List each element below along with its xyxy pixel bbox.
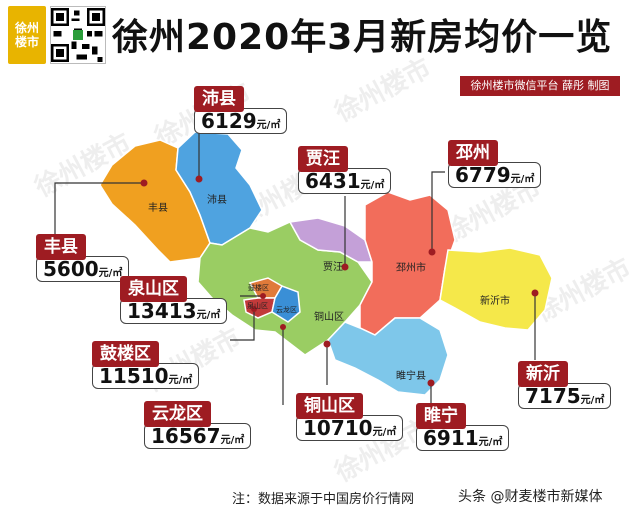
region-suining xyxy=(327,317,449,396)
callout-suining: 睢宁 6911元/㎡ xyxy=(416,403,510,451)
price-value: 6129 xyxy=(201,109,257,133)
map-label-gulou: 鼓楼区 xyxy=(248,284,269,292)
map-label-quanshan: 泉山区 xyxy=(247,302,268,310)
region-xinyi xyxy=(439,247,553,331)
price-value: 5600 xyxy=(43,257,99,281)
price-value: 13413 xyxy=(127,299,197,323)
map-label-yunlong: 云龙区 xyxy=(276,306,297,314)
region-name-tag: 邳州 xyxy=(448,140,498,166)
price-unit: 元/㎡ xyxy=(168,375,193,386)
price-box: 11510元/㎡ xyxy=(92,363,200,389)
map-label-peixian: 沛县 xyxy=(207,195,227,206)
map-label-pizhou: 邳州市 xyxy=(396,263,426,274)
brand-logo: 徐州 楼市 xyxy=(8,6,46,64)
region-name-tag: 沛县 xyxy=(194,86,244,112)
location-marker xyxy=(251,306,257,312)
region-name-tag: 丰县 xyxy=(36,234,86,260)
price-value: 6911 xyxy=(423,426,479,450)
callout-quanshan: 泉山区 13413元/㎡ xyxy=(120,276,228,324)
location-marker xyxy=(341,263,349,271)
price-value: 11510 xyxy=(99,364,169,388)
region-name-tag: 泉山区 xyxy=(120,276,187,302)
price-unit: 元/㎡ xyxy=(256,120,281,131)
callout-pizhou: 邳州 6779元/㎡ xyxy=(448,140,542,188)
leader-line xyxy=(431,171,445,252)
region-peixian xyxy=(175,131,263,246)
map-label-jiawang: 贾汪 xyxy=(323,262,343,273)
location-marker xyxy=(280,324,286,330)
price-unit: 元/㎡ xyxy=(478,437,503,448)
price-value: 6431 xyxy=(305,169,361,193)
logo-line-2: 楼市 xyxy=(14,35,39,49)
price-unit: 元/㎡ xyxy=(510,174,535,185)
price-box: 6911元/㎡ xyxy=(416,425,510,451)
price-value: 16567 xyxy=(151,424,221,448)
region-name-tag: 云龙区 xyxy=(144,401,211,427)
data-source-note: 注：数据来源于中国房价行情网 xyxy=(232,492,415,507)
location-marker xyxy=(140,179,148,187)
price-unit: 元/㎡ xyxy=(220,435,245,446)
region-name-tag: 新沂 xyxy=(518,361,568,387)
map-label-tongshan: 铜山区 xyxy=(314,312,344,323)
map-label-suining: 睢宁县 xyxy=(396,371,426,382)
location-marker xyxy=(323,340,331,348)
callout-gulou: 鼓楼区 11510元/㎡ xyxy=(92,341,200,389)
price-unit: 元/㎡ xyxy=(360,180,385,191)
price-value: 6779 xyxy=(455,163,511,187)
price-unit: 元/㎡ xyxy=(196,310,221,321)
location-marker xyxy=(428,248,436,256)
callout-yunlong: 云龙区 16567元/㎡ xyxy=(144,401,252,449)
callout-peixian: 沛县 6129元/㎡ xyxy=(194,86,288,134)
qr-code-icon xyxy=(50,6,106,64)
page-title: 徐州2020年3月新房均价一览 xyxy=(112,17,613,58)
callout-fengxian: 丰县 5600元/㎡ xyxy=(36,234,130,282)
price-box: 13413元/㎡ xyxy=(120,298,228,324)
location-marker xyxy=(531,289,539,297)
leader-line xyxy=(54,182,144,236)
region-yunlong xyxy=(271,285,301,323)
price-value: 10710 xyxy=(303,416,373,440)
price-box: 7175元/㎡ xyxy=(518,383,612,409)
price-box: 5600元/㎡ xyxy=(36,256,130,282)
media-source: 头条 @财麦楼市新媒体 xyxy=(458,489,603,505)
location-marker xyxy=(427,379,435,387)
location-marker xyxy=(195,175,203,183)
price-box: 6431元/㎡ xyxy=(298,168,392,194)
map-label-fengxian: 丰县 xyxy=(148,203,168,214)
price-unit: 元/㎡ xyxy=(98,268,123,279)
credit-banner: 徐州楼市微信平台 薛彤 制图 xyxy=(460,76,620,96)
logo-line-1: 徐州 xyxy=(14,21,39,35)
price-unit: 元/㎡ xyxy=(580,395,605,406)
map-label-xinyi: 新沂市 xyxy=(480,296,510,307)
price-value: 7175 xyxy=(525,384,581,408)
region-name-tag: 鼓楼区 xyxy=(92,341,159,367)
price-box: 16567元/㎡ xyxy=(144,423,252,449)
callout-xinyi: 新沂 7175元/㎡ xyxy=(518,361,612,409)
region-name-tag: 睢宁 xyxy=(416,403,466,429)
price-box: 6779元/㎡ xyxy=(448,162,542,188)
price-box: 6129元/㎡ xyxy=(194,108,288,134)
location-marker xyxy=(260,293,266,299)
region-name-tag: 铜山区 xyxy=(296,393,363,419)
region-jiawang xyxy=(288,217,374,263)
callout-tongshan: 铜山区 10710元/㎡ xyxy=(296,393,404,441)
price-unit: 元/㎡ xyxy=(372,427,397,438)
region-name-tag: 贾汪 xyxy=(298,146,348,172)
callout-jiawang: 贾汪 6431元/㎡ xyxy=(298,146,392,194)
leader-line xyxy=(230,309,255,341)
